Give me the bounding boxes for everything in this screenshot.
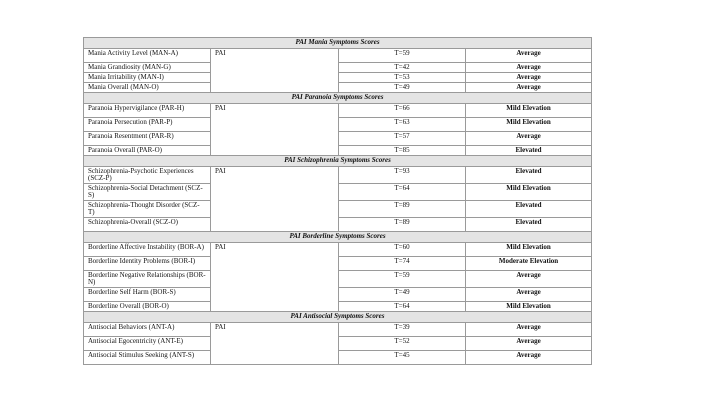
classification: Average (464, 270, 593, 288)
scale-name: Schizophrenia-Thought Disorder (SCZ-T) (83, 200, 211, 218)
score: T=64 (338, 301, 466, 312)
score: T=64 (338, 183, 466, 201)
score-row: Borderline Identity Problems (BOR-I) T=74… (83, 256, 593, 271)
classification: Moderate Elevation (464, 256, 593, 271)
score-row: Borderline Negative Relationships (BOR-N… (83, 270, 593, 288)
classification: Mild Elevation (464, 103, 593, 118)
section-title: PAI Borderline Symptoms Scores (82, 231, 593, 243)
test-name: PAI (210, 322, 339, 365)
section-header-row: PAI Paranoia Symptoms Scores (82, 92, 593, 104)
section-title: PAI Paranoia Symptoms Scores (82, 92, 593, 104)
test-name: PAI (210, 242, 339, 312)
classification: Average (464, 62, 593, 73)
score-row: Borderline Self Harm (BOR-S) T=49 Average (83, 287, 593, 302)
score: T=85 (338, 145, 466, 156)
score: T=49 (338, 287, 466, 302)
scale-name: Antisocial Egocentricity (ANT-E) (83, 336, 211, 351)
classification: Mild Elevation (464, 242, 593, 257)
test-name: PAI (210, 103, 339, 156)
scale-name: Borderline Affective Instability (BOR-A) (83, 242, 211, 257)
score: T=53 (338, 72, 466, 83)
classification: Elevated (464, 200, 593, 218)
score: T=57 (338, 131, 466, 146)
classification: Average (464, 322, 593, 337)
scale-name: Schizophrenia-Overall (SCZ-O) (83, 217, 211, 232)
score: T=74 (338, 256, 466, 271)
score: T=39 (338, 322, 466, 337)
score: T=45 (338, 350, 466, 365)
scale-name: Paranoia Overall (PAR-O) (83, 145, 211, 156)
score: T=89 (338, 217, 466, 232)
score: T=42 (338, 62, 466, 73)
scale-name: Paranoia Hypervigilance (PAR-H) (83, 103, 211, 118)
section-header-row: PAI Borderline Symptoms Scores (82, 231, 593, 243)
scale-name: Mania Activity Level (MAN-A) (83, 48, 211, 63)
classification: Mild Elevation (464, 301, 593, 312)
scale-name: Borderline Overall (BOR-O) (83, 301, 211, 312)
test-name: PAI (210, 48, 339, 93)
section-header-row: PAI Antisocial Symptoms Scores (82, 311, 593, 323)
score: T=52 (338, 336, 466, 351)
classification: Average (464, 287, 593, 302)
scale-name: Antisocial Behaviors (ANT-A) (83, 322, 211, 337)
scale-name: Mania Grandiosity (MAN-G) (83, 62, 211, 73)
section-header-row: PAI Mania Symptoms Scores (82, 37, 593, 49)
classification: Elevated (464, 166, 593, 184)
scale-name: Paranoia Persecution (PAR-P) (83, 117, 211, 132)
classification: Average (464, 48, 593, 63)
scale-name: Schizophrenia-Psychotic Experiences (SCZ… (83, 166, 211, 184)
score: T=63 (338, 117, 466, 132)
score-row: Paranoia Hypervigilance (PAR-H) PAI T=66 Mi… (83, 103, 593, 156)
score-row: Paranoia Persecution (PAR-P) T=63 Mild Ele… (83, 117, 593, 132)
classification: Average (464, 82, 593, 93)
scale-name: Borderline Negative Relationships (BOR-N… (83, 270, 211, 288)
section-title: PAI Mania Symptoms Scores (82, 37, 593, 49)
score-row: Antisocial Behaviors (ANT-A) PAI T=39 Avera… (83, 322, 593, 365)
score-row: Schizophrenia-Psychotic Experiences (SCZ… (83, 166, 593, 232)
classification: Average (464, 131, 593, 146)
score: T=60 (338, 242, 466, 257)
section-header-row: PAI Schizophrenia Symptoms Scores (82, 155, 593, 167)
classification: Mild Elevation (464, 183, 593, 201)
score: T=66 (338, 103, 466, 118)
scale-name: Antisocial Stimulus Seeking (ANT-S) (83, 350, 211, 365)
section-title: PAI Antisocial Symptoms Scores (82, 311, 593, 323)
score-row: Antisocial Stimulus Seeking (ANT-S) T=45 A… (83, 350, 593, 365)
classification: Elevated (464, 217, 593, 232)
score: T=49 (338, 82, 466, 93)
score: T=93 (338, 166, 466, 184)
classification: Average (464, 350, 593, 365)
scale-name: Mania Irritability (MAN-I) (83, 72, 211, 83)
scale-name: Borderline Self Harm (BOR-S) (83, 287, 211, 302)
classification: Elevated (464, 145, 593, 156)
score-row: Schizophrenia-Thought Disorder (SCZ-T) T=… (83, 200, 593, 218)
scale-name: Schizophrenia-Social Detachment (SCZ-S) (83, 183, 211, 201)
score: T=59 (338, 48, 466, 63)
scale-name: Mania Overall (MAN-O) (83, 82, 211, 93)
classification: Average (464, 336, 593, 351)
scale-name: Borderline Identity Problems (BOR-I) (83, 256, 211, 271)
section-title: PAI Schizophrenia Symptoms Scores (82, 155, 593, 167)
score: T=89 (338, 200, 466, 218)
classification: Average (464, 72, 593, 83)
score-row: Borderline Affective Instability (BOR-A)… (83, 242, 593, 312)
score-row: Mania Activity Level (MAN-A) PAI T=59 Avera… (83, 48, 593, 93)
scores-table: PAI Mania Symptoms Scores Mania Activity … (82, 37, 593, 365)
test-name: PAI (210, 166, 339, 232)
score: T=59 (338, 270, 466, 288)
classification: Mild Elevation (464, 117, 593, 132)
score-row: Schizophrenia-Overall (SCZ-O) T=89 Elevate… (83, 217, 593, 232)
scale-name: Paranoia Resentment (PAR-R) (83, 131, 211, 146)
score-row: Mania Irritability (MAN-I) T=53 Average (83, 72, 593, 83)
